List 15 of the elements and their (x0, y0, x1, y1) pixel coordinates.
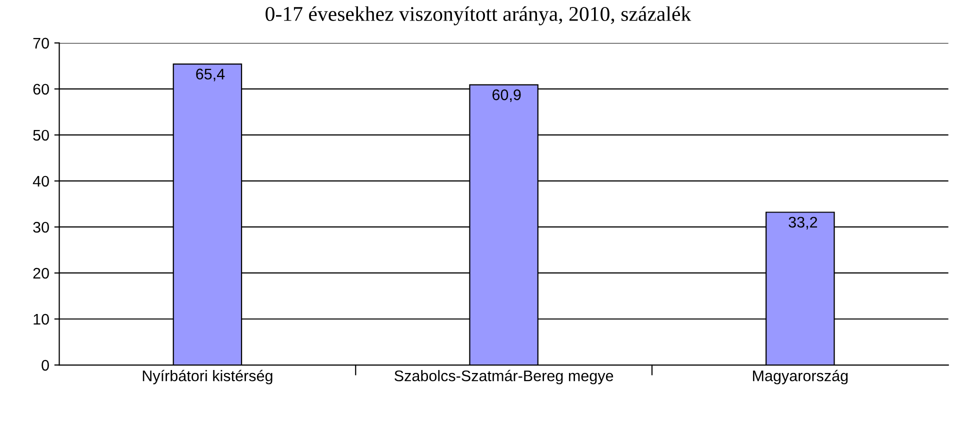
y-tick-label: 0 (42, 360, 49, 371)
y-tick-label: 50 (33, 130, 49, 141)
y-tick-label: 20 (33, 268, 49, 279)
y-tick-label: 10 (34, 314, 49, 325)
y-tick-label: 40 (32, 176, 49, 187)
y-tick-label: 60 (33, 84, 49, 95)
chart-title: 0-17 évesekhez viszonyított aránya, 2010, százalék (266, 6, 692, 26)
y-tick-label: 30 (33, 222, 49, 233)
data-label: 65,4 (196, 68, 225, 82)
data-label: 60,9 (492, 89, 521, 102)
x-tick-label: Nyírbátori kistérség (142, 370, 272, 384)
data-label: 33,2 (788, 216, 818, 230)
x-tick-label: Szabolcs-Szatmár-Bereg megye (394, 370, 614, 384)
y-tick-label: 70 (33, 38, 49, 49)
x-tick-label: Magyarország (753, 370, 848, 384)
